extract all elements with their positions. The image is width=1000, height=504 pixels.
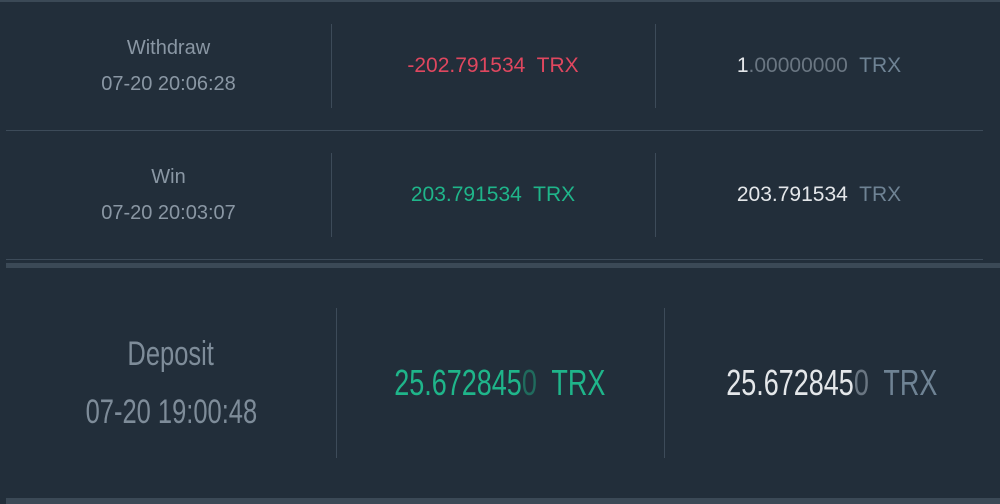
column-divider	[331, 153, 332, 237]
transaction-type: Win	[151, 166, 186, 188]
column-divider	[336, 308, 337, 458]
transaction-time: 07-20 19:00:48	[85, 393, 257, 431]
balance-amount: 1.00000000 TRX	[737, 54, 901, 78]
balance-amount: 25.6728450 TRX	[726, 362, 937, 404]
column-divider	[655, 24, 656, 108]
amount-cell: 25.6728450 TRX	[336, 268, 664, 498]
balance-decimals: .00000000	[748, 54, 848, 77]
transaction-amount: 25.6728450 TRX	[394, 362, 605, 404]
balance-unit: TRX	[859, 54, 902, 77]
balance-unit: TRX	[883, 362, 938, 403]
transaction-row[interactable]: Withdraw 07-20 20:06:28 -202.791534 TRX …	[6, 2, 983, 131]
amount-unit: TRX	[551, 362, 606, 403]
column-divider	[664, 308, 665, 458]
transaction-amount: 203.791534 TRX	[411, 183, 575, 207]
amount-unit: TRX	[533, 183, 576, 206]
transaction-amount: -202.791534 TRX	[407, 54, 578, 78]
balance-value: 25.672845	[726, 362, 855, 403]
balance-value: 1	[736, 54, 749, 77]
top-divider	[0, 0, 1000, 2]
balance-value: 203.791534	[736, 183, 848, 206]
balance-decimals: 0	[854, 362, 870, 403]
column-divider	[331, 24, 332, 108]
type-cell: Deposit 07-20 19:00:48	[6, 268, 336, 498]
balance-cell: 203.791534 TRX	[655, 131, 983, 259]
type-cell: Withdraw 07-20 20:06:28	[6, 2, 331, 130]
amount-decimals: 0	[522, 362, 538, 403]
amount-value: 203.791534	[410, 183, 522, 206]
amount-value: 25.672845	[394, 362, 523, 403]
transaction-row[interactable]: Win 07-20 20:03:07 203.791534 TRX 203.79…	[6, 131, 983, 260]
transaction-row-highlighted[interactable]: Deposit 07-20 19:00:48 25.6728450 TRX 25…	[6, 263, 1000, 504]
balance-cell: 1.00000000 TRX	[655, 2, 983, 130]
amount-cell: 203.791534 TRX	[331, 131, 655, 259]
amount-unit: TRX	[536, 54, 579, 77]
column-divider	[655, 153, 656, 237]
transaction-time: 07-20 20:06:28	[101, 73, 236, 95]
transaction-type: Deposit	[127, 335, 215, 373]
balance-amount: 203.791534 TRX	[737, 183, 901, 207]
amount-cell: -202.791534 TRX	[331, 2, 655, 130]
transaction-time: 07-20 20:03:07	[101, 202, 236, 224]
balance-cell: 25.6728450 TRX	[664, 268, 1000, 498]
amount-value: -202.791534	[407, 54, 526, 77]
type-cell: Win 07-20 20:03:07	[6, 131, 331, 259]
transaction-type: Withdraw	[126, 37, 211, 59]
balance-unit: TRX	[859, 183, 902, 206]
